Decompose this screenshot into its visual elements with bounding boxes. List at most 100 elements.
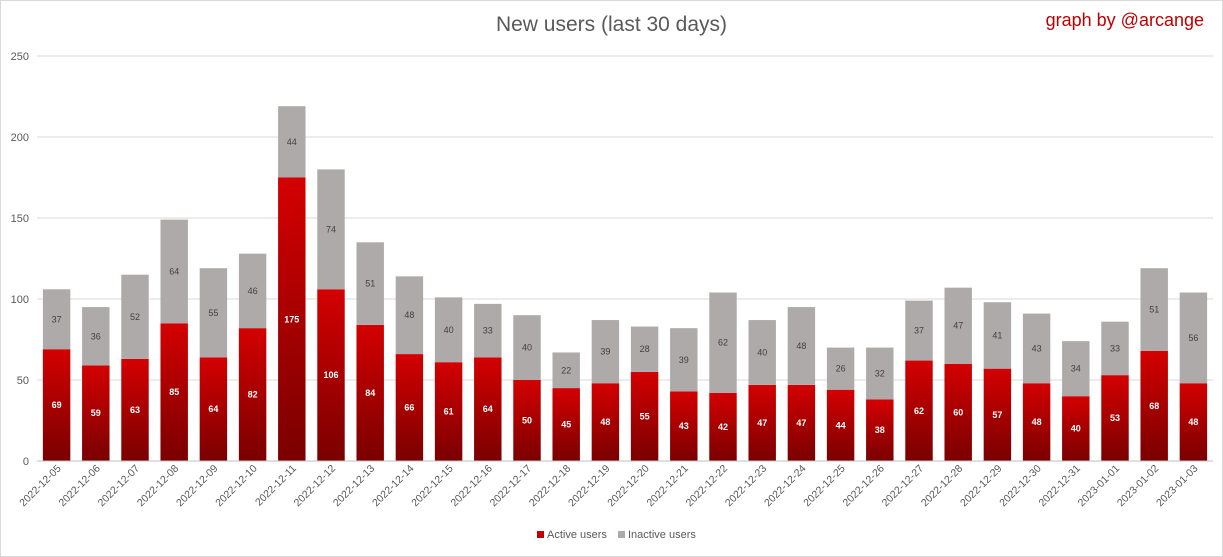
data-label-inactive: 37: [52, 314, 62, 324]
data-label-inactive: 52: [130, 312, 140, 322]
bar-active: [395, 354, 424, 461]
data-label-inactive: 55: [208, 308, 218, 318]
legend-label-active: Active users: [547, 529, 607, 541]
data-label-active: 42: [718, 422, 728, 432]
data-label-active: 44: [836, 420, 846, 430]
data-label-active: 40: [1071, 424, 1081, 434]
data-label-active: 64: [208, 404, 218, 414]
bar-active: [1022, 383, 1051, 461]
bar-active: [787, 384, 816, 461]
bar-inactive: [1179, 292, 1208, 384]
y-tick-label: 250: [11, 51, 29, 63]
data-label-active: 53: [1110, 413, 1120, 423]
bar-inactive: [395, 276, 424, 355]
data-label-inactive: 56: [1188, 333, 1198, 343]
data-label-active: 84: [365, 388, 375, 398]
bar-active: [160, 323, 188, 461]
data-label-inactive: 40: [522, 343, 532, 353]
data-label-active: 66: [404, 403, 414, 413]
data-label-active: 59: [91, 408, 101, 418]
data-label-inactive: 51: [365, 279, 375, 289]
bar-inactive: [1101, 321, 1129, 376]
chart-title: New users (last 30 days): [495, 13, 728, 36]
legend: Active users Inactive users: [537, 529, 696, 541]
bar-inactive: [160, 219, 188, 324]
bar-active: [1101, 375, 1129, 461]
bar-active: [42, 349, 71, 461]
data-label-inactive: 46: [248, 286, 258, 296]
data-label-active: 85: [169, 387, 179, 397]
bar-active: [434, 362, 463, 461]
data-label-inactive: 40: [444, 325, 454, 335]
data-label-inactive: 44: [287, 137, 297, 147]
y-tick-label: 200: [11, 132, 29, 144]
x-tick-label: 2022-12-10: [213, 463, 260, 510]
bar-inactive: [944, 287, 972, 364]
bar-active: [826, 389, 855, 461]
bar-active: [905, 360, 933, 461]
bar-active: [552, 388, 580, 461]
data-label-active: 61: [444, 407, 454, 417]
bar-inactive: [1140, 268, 1168, 351]
y-tick-label: 150: [11, 213, 29, 225]
bar-active: [238, 328, 267, 461]
data-label-inactive: 47: [953, 321, 963, 331]
bar-active: [317, 289, 345, 461]
bar-inactive: [787, 307, 816, 385]
bar-active: [944, 363, 972, 461]
data-label-inactive: 22: [561, 365, 571, 375]
bar-inactive: [866, 347, 894, 400]
data-label-inactive: 48: [404, 310, 414, 320]
bar-inactive: [238, 253, 267, 329]
data-label-active: 69: [52, 400, 62, 410]
data-label-active: 50: [522, 416, 532, 426]
x-tick-label: 2023-01-03: [1154, 463, 1201, 510]
data-label-inactive: 51: [1149, 305, 1159, 315]
bar-inactive: [983, 302, 1012, 369]
data-label-inactive: 43: [1032, 343, 1042, 353]
bar-active: [748, 384, 776, 461]
data-label-inactive: 40: [757, 347, 767, 357]
bar-active: [513, 380, 541, 461]
bar-inactive: [434, 297, 463, 363]
y-tick-label: 100: [11, 294, 29, 306]
data-label-active: 55: [640, 411, 650, 421]
bar-active: [199, 357, 228, 461]
bars: 69 37 59 36 63 52 85 64 64 55 82 46 175 44 106 74 84 51 66…: [42, 106, 1208, 461]
bar-inactive: [748, 320, 776, 385]
data-label-active: 48: [1188, 417, 1198, 427]
bar-active: [983, 368, 1012, 461]
chart-credit: graph by @arcange: [1045, 10, 1204, 30]
legend-label-inactive: Inactive users: [628, 529, 696, 541]
bar-inactive: [317, 169, 345, 290]
bar-inactive: [1022, 313, 1051, 384]
bar-inactive: [709, 292, 737, 393]
bar-active: [670, 391, 698, 461]
bar-inactive: [826, 347, 855, 390]
bar-active: [630, 371, 659, 461]
data-label-inactive: 34: [1071, 364, 1081, 374]
data-label-active: 82: [248, 390, 258, 400]
data-label-active: 68: [1149, 401, 1159, 411]
bar-active: [356, 324, 384, 461]
bar-active: [1062, 396, 1090, 461]
bar-active: [866, 399, 894, 461]
bar-inactive: [121, 274, 149, 359]
bar-inactive: [905, 300, 933, 361]
bar-inactive: [356, 242, 384, 325]
data-label-inactive: 74: [326, 224, 336, 234]
data-label-inactive: 26: [836, 364, 846, 374]
bar-inactive: [82, 307, 110, 366]
bar-inactive: [670, 328, 698, 392]
data-label-inactive: 33: [1110, 343, 1120, 353]
y-tick-label: 0: [23, 456, 29, 468]
data-label-active: 48: [1032, 417, 1042, 427]
bar-active: [278, 177, 306, 461]
data-label-inactive: 48: [796, 341, 806, 351]
data-label-active: 175: [284, 314, 299, 324]
data-label-inactive: 33: [483, 326, 493, 336]
data-label-active: 48: [600, 417, 610, 427]
legend-swatch-active: [537, 531, 544, 538]
